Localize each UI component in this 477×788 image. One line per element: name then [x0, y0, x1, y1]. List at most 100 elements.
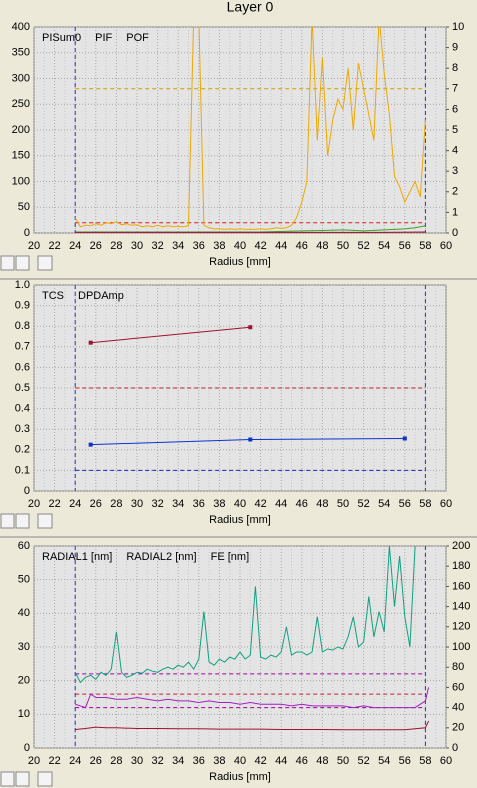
x-tick-label: 40 — [234, 240, 246, 252]
x-tick-label: 20 — [28, 755, 40, 767]
x-tick-label: 28 — [110, 240, 122, 252]
x-axis-label: Radius [mm] — [209, 514, 271, 526]
y-tick-label: 150 — [12, 150, 30, 162]
x-tick-label: 24 — [69, 755, 81, 767]
x-tick-label: 36 — [193, 498, 205, 510]
x-tick-label: 42 — [254, 498, 266, 510]
y2-tick-label: 10 — [452, 21, 464, 33]
x-tick-label: 48 — [316, 498, 328, 510]
x-tick-label: 52 — [357, 755, 369, 767]
y2-tick-label: 60 — [452, 681, 464, 693]
y-tick-label: 30 — [18, 641, 30, 653]
legend-entry: PIF — [95, 32, 112, 44]
legend-entry: TCS — [42, 290, 64, 302]
legend-entry: FE [nm] — [211, 551, 250, 563]
x-tick-label: 60 — [440, 498, 452, 510]
y-tick-label: 0.7 — [15, 341, 30, 353]
y-tick-label: 0.3 — [15, 423, 30, 435]
x-tick-label: 26 — [90, 240, 102, 252]
x-tick-label: 54 — [378, 755, 390, 767]
y-tick-label: 0.4 — [15, 403, 30, 415]
x-tick-label: 58 — [419, 240, 431, 252]
toolbar — [0, 255, 53, 787]
pan-button[interactable] — [37, 513, 53, 529]
legend-entry: PISum0 — [42, 32, 81, 44]
x-tick-label: 24 — [69, 498, 81, 510]
y-tick-label: 0 — [24, 485, 30, 497]
y2-tick-label: 2 — [452, 186, 458, 198]
y-tick-label: 60 — [18, 540, 30, 552]
zoom-button[interactable] — [0, 771, 15, 787]
zoom-button[interactable] — [0, 255, 15, 271]
x-tick-label: 22 — [48, 240, 60, 252]
x-tick-label: 52 — [357, 498, 369, 510]
x-tick-label: 50 — [337, 755, 349, 767]
y-tick-label: 0.2 — [15, 444, 30, 456]
x-tick-label: 36 — [193, 755, 205, 767]
point-marker — [88, 340, 93, 345]
point-marker — [248, 437, 253, 442]
y-tick-label: 40 — [18, 607, 30, 619]
point-marker — [402, 436, 407, 441]
crosshair-button[interactable] — [15, 771, 30, 787]
y-tick-label: 50 — [18, 574, 30, 586]
y-tick-label: 0 — [24, 227, 30, 239]
x-axis-label: Radius [mm] — [209, 256, 271, 268]
y-tick-label: 0.5 — [15, 382, 30, 394]
x-tick-label: 48 — [316, 240, 328, 252]
y2-tick-label: 140 — [452, 601, 470, 613]
zoom-button[interactable] — [0, 513, 15, 529]
y-tick-label: 300 — [12, 72, 30, 84]
crosshair-button[interactable] — [15, 255, 30, 271]
x-tick-label: 38 — [213, 755, 225, 767]
series-line — [75, 687, 429, 709]
x-tick-label: 50 — [337, 498, 349, 510]
y-tick-label: 400 — [12, 21, 30, 33]
x-tick-label: 48 — [316, 755, 328, 767]
y2-tick-label: 0 — [452, 742, 458, 754]
y-tick-label: 50 — [18, 201, 30, 213]
y2-tick-label: 9 — [452, 42, 458, 54]
legend-entry: DPDAmp — [78, 290, 124, 302]
y2-tick-label: 180 — [452, 560, 470, 572]
x-tick-label: 40 — [234, 498, 246, 510]
x-tick-label: 34 — [172, 240, 184, 252]
x-tick-label: 44 — [275, 240, 287, 252]
y-tick-label: 1.0 — [15, 279, 30, 291]
y2-tick-label: 20 — [452, 722, 464, 734]
x-tick-label: 22 — [48, 755, 60, 767]
y-tick-label: 20 — [18, 675, 30, 687]
x-tick-label: 38 — [213, 498, 225, 510]
y2-tick-label: 40 — [452, 702, 464, 714]
x-tick-label: 60 — [440, 755, 452, 767]
y2-tick-label: 200 — [452, 540, 470, 552]
y2-tick-label: 1 — [452, 206, 458, 218]
y2-tick-label: 8 — [452, 62, 458, 74]
x-tick-label: 26 — [90, 755, 102, 767]
legend-entry: RADIAL2 [nm] — [126, 551, 196, 563]
x-tick-label: 44 — [275, 755, 287, 767]
x-tick-label: 54 — [378, 498, 390, 510]
x-tick-label: 20 — [28, 240, 40, 252]
y2-tick-label: 100 — [452, 641, 470, 653]
crosshair-button[interactable] — [15, 513, 30, 529]
y2-tick-label: 4 — [452, 145, 458, 157]
series-line — [74, 27, 426, 230]
x-tick-label: 22 — [48, 498, 60, 510]
x-tick-label: 58 — [419, 755, 431, 767]
pan-button[interactable] — [37, 255, 53, 271]
x-tick-label: 28 — [110, 498, 122, 510]
x-tick-label: 56 — [399, 240, 411, 252]
y2-tick-label: 7 — [452, 83, 458, 95]
y2-tick-label: 5 — [452, 124, 458, 136]
y2-tick-label: 6 — [452, 103, 458, 115]
pan-button[interactable] — [37, 771, 53, 787]
y-tick-label: 250 — [12, 98, 30, 110]
y-tick-label: 0.9 — [15, 300, 30, 312]
y2-tick-label: 0 — [452, 227, 458, 239]
x-tick-label: 20 — [28, 498, 40, 510]
x-tick-label: 56 — [399, 755, 411, 767]
y2-tick-label: 160 — [452, 580, 470, 592]
y-tick-label: 0 — [24, 742, 30, 754]
